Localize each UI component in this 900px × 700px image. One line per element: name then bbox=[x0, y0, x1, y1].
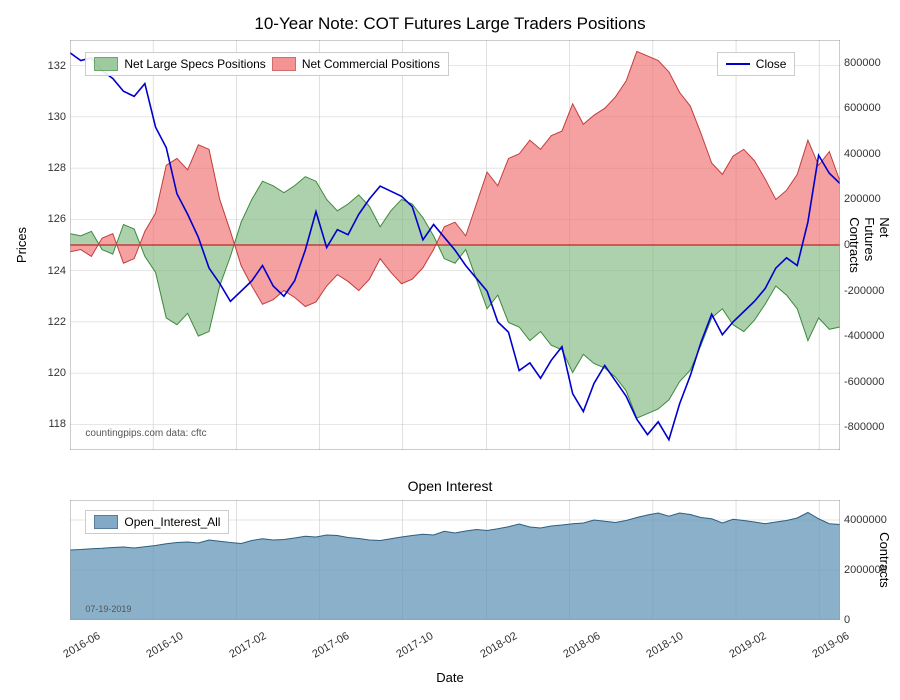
x-tick: 2017-02 bbox=[228, 630, 269, 661]
chart-annotation: countingpips.com data: cftc bbox=[85, 428, 206, 439]
sub-chart-title: Open Interest bbox=[0, 478, 900, 494]
legend-swatch bbox=[272, 57, 296, 71]
y-right-label: Net Futures Contracts bbox=[847, 217, 892, 273]
legend-label: Close bbox=[756, 57, 787, 71]
x-tick: 2019-02 bbox=[727, 630, 768, 661]
y-right-tick: 0 bbox=[844, 239, 850, 251]
legend-swatch bbox=[94, 57, 118, 71]
sub-y-tick: 2000000 bbox=[844, 564, 887, 576]
x-tick: 2016-06 bbox=[61, 630, 102, 661]
sub-annotation: 07-19-2019 bbox=[85, 604, 131, 614]
x-tick: 2018-10 bbox=[644, 630, 685, 661]
y-right-tick: -600000 bbox=[844, 376, 884, 388]
main-chart-title: 10-Year Note: COT Futures Large Traders … bbox=[0, 14, 900, 34]
y-right-tick: -400000 bbox=[844, 330, 884, 342]
y-left-tick: 120 bbox=[48, 367, 66, 379]
legend-swatch bbox=[94, 515, 118, 529]
x-tick: 2016-10 bbox=[145, 630, 186, 661]
x-axis-label: Date bbox=[436, 670, 463, 685]
x-tick: 2018-06 bbox=[561, 630, 602, 661]
x-tick: 2019-06 bbox=[811, 630, 852, 661]
y-right-tick: 800000 bbox=[844, 57, 881, 69]
y-left-tick: 132 bbox=[48, 60, 66, 72]
main-legend-close: Close bbox=[717, 52, 796, 76]
sub-y-tick: 0 bbox=[844, 614, 850, 626]
y-left-tick: 128 bbox=[48, 162, 66, 174]
legend-label: Open_Interest_All bbox=[124, 515, 220, 529]
x-tick: 2018-02 bbox=[478, 630, 519, 661]
legend-label: Net Commercial Positions bbox=[302, 57, 440, 71]
y-right-tick: 600000 bbox=[844, 102, 881, 114]
y-left-tick: 124 bbox=[48, 265, 66, 277]
y-right-tick: 400000 bbox=[844, 148, 881, 160]
sub-y-tick: 4000000 bbox=[844, 514, 887, 526]
legend-line-sample bbox=[726, 63, 750, 65]
y-left-tick: 118 bbox=[48, 418, 66, 430]
y-left-tick: 122 bbox=[48, 316, 66, 328]
y-right-tick: -800000 bbox=[844, 421, 884, 433]
y-left-tick: 130 bbox=[48, 111, 66, 123]
main-chart-area bbox=[70, 40, 840, 450]
main-legend-positions: Net Large Specs Positions Net Commercial … bbox=[85, 52, 448, 76]
y-right-tick: -200000 bbox=[844, 285, 884, 297]
sub-legend: Open_Interest_All bbox=[85, 510, 229, 534]
y-left-label: Prices bbox=[14, 227, 29, 263]
x-tick: 2017-10 bbox=[394, 630, 435, 661]
y-right-tick: 200000 bbox=[844, 193, 881, 205]
sub-y-label: Contracts bbox=[877, 532, 892, 588]
legend-label: Net Large Specs Positions bbox=[124, 57, 265, 71]
x-tick: 2017-06 bbox=[311, 630, 352, 661]
y-left-tick: 126 bbox=[48, 213, 66, 225]
